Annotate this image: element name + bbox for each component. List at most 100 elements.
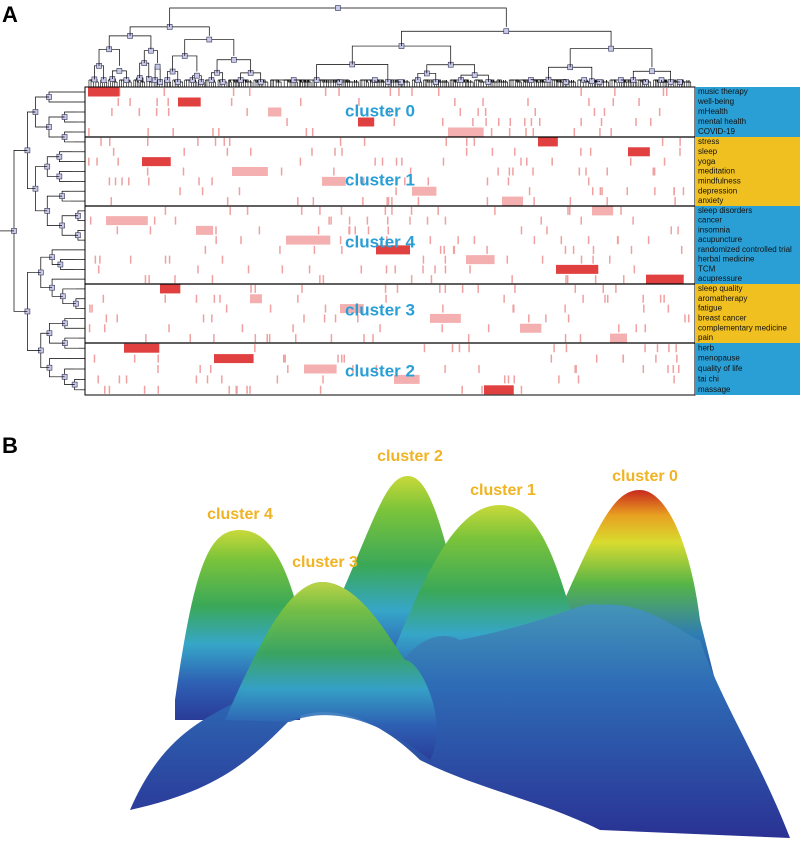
- cell: [644, 324, 646, 333]
- cell: [254, 334, 257, 343]
- cell: [389, 88, 392, 96]
- branch: [476, 79, 483, 82]
- cell: [467, 334, 470, 343]
- cell: [617, 236, 619, 245]
- keyword-label: herbal medicine: [698, 255, 755, 264]
- cell: [385, 294, 387, 303]
- cell: [658, 108, 661, 116]
- cell: [444, 365, 446, 373]
- cell: [319, 275, 321, 284]
- cell: [311, 128, 314, 136]
- cell: [300, 206, 303, 215]
- cell: [503, 294, 505, 303]
- cell: [411, 88, 413, 96]
- cell: [442, 304, 444, 313]
- cell: [366, 216, 369, 225]
- cell: [226, 197, 229, 206]
- cell: [429, 236, 432, 245]
- keyword-label: meditation: [698, 167, 735, 176]
- cell: [614, 88, 616, 96]
- cluster-label: cluster 0: [345, 101, 415, 120]
- peak-label: cluster 0: [612, 468, 678, 485]
- cell: [112, 147, 115, 156]
- branch: [498, 79, 502, 82]
- cell: [341, 354, 343, 363]
- keyword-label: depression: [698, 186, 737, 195]
- cell: [228, 137, 231, 146]
- cell: [213, 294, 216, 303]
- cell: [240, 236, 242, 245]
- cell: [682, 187, 685, 196]
- keyword-label: stress: [698, 137, 719, 146]
- cell: [520, 385, 523, 394]
- cell: [266, 334, 268, 343]
- branch: [342, 79, 350, 82]
- cell: [534, 108, 536, 116]
- cell: [644, 344, 646, 353]
- cell: [593, 108, 596, 116]
- branch: [620, 79, 647, 82]
- cell: [226, 147, 229, 156]
- cell: [323, 314, 326, 323]
- cell: [374, 157, 376, 166]
- cell: [577, 375, 580, 384]
- keyword-label: sleep: [698, 147, 718, 156]
- cell: [437, 206, 439, 215]
- cell: [375, 365, 378, 373]
- branch: [293, 79, 340, 82]
- cell: [163, 88, 166, 96]
- cell: [348, 226, 351, 235]
- keyword-label: mHealth: [698, 107, 728, 116]
- cell: [213, 334, 215, 343]
- cell: [116, 314, 118, 323]
- cell: [221, 255, 224, 264]
- cell: [232, 167, 268, 176]
- cell: [128, 177, 130, 186]
- branch: [673, 79, 677, 82]
- cell: [545, 314, 547, 323]
- cell: [164, 255, 167, 264]
- cell: [647, 236, 650, 245]
- cell: [235, 385, 237, 394]
- cell: [526, 157, 528, 166]
- keyword-label: sleep disorders: [698, 206, 752, 215]
- cell: [124, 343, 160, 353]
- cell: [340, 304, 364, 314]
- cell: [385, 265, 388, 274]
- cell: [167, 98, 169, 106]
- branch: [516, 80, 521, 83]
- cell: [643, 304, 645, 313]
- cell: [569, 197, 572, 206]
- cell: [409, 216, 411, 225]
- cell: [575, 365, 577, 373]
- node: [649, 68, 655, 75]
- cell: [667, 365, 669, 373]
- branch: [327, 80, 351, 83]
- cell: [104, 324, 106, 333]
- cell: [138, 108, 141, 116]
- cell: [663, 157, 666, 166]
- cell: [444, 255, 447, 264]
- branch: [523, 80, 530, 83]
- cell: [409, 167, 412, 176]
- cell: [618, 324, 620, 333]
- cell: [114, 177, 117, 186]
- cell: [362, 177, 365, 186]
- cell: [580, 216, 583, 225]
- keyword-label: herb: [698, 343, 715, 352]
- cell: [218, 128, 220, 136]
- cell: [650, 118, 652, 126]
- keyword-label: acupressure: [698, 274, 743, 283]
- cell: [338, 88, 340, 96]
- cell: [238, 187, 241, 196]
- cell: [404, 177, 406, 186]
- cell: [116, 226, 119, 235]
- cell: [512, 167, 514, 176]
- cell: [412, 186, 437, 196]
- cell: [565, 275, 567, 284]
- cell: [588, 98, 590, 106]
- cell: [574, 284, 577, 293]
- cell: [117, 157, 119, 166]
- cell: [444, 265, 447, 274]
- cell: [125, 375, 128, 384]
